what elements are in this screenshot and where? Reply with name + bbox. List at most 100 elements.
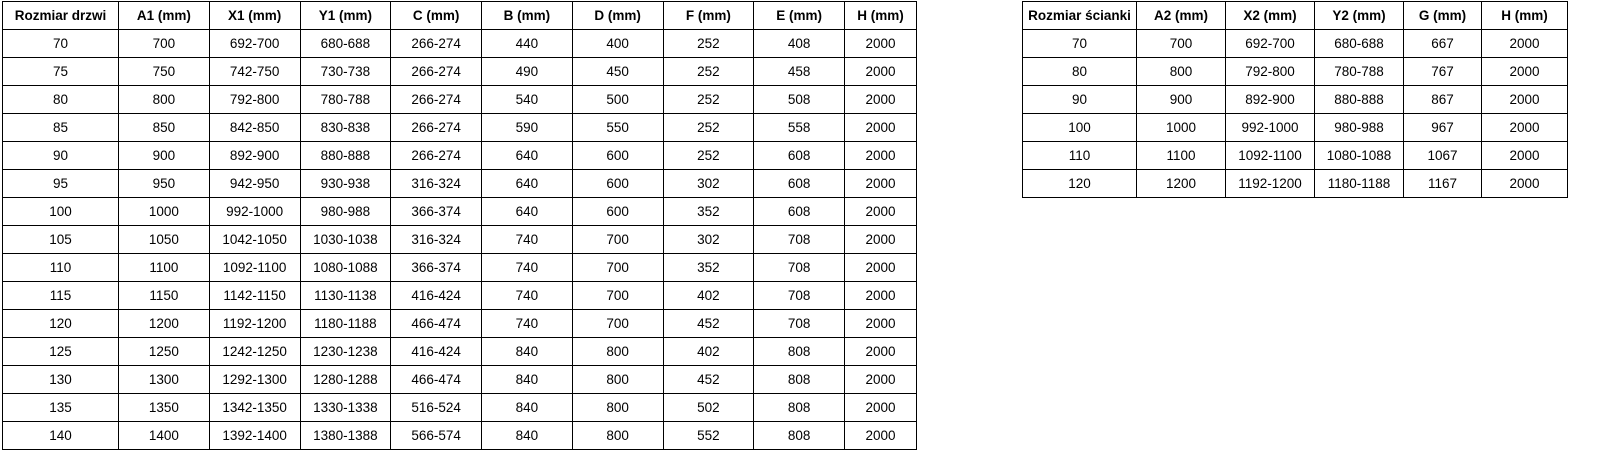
table-row: 90 900 892-900 880-888 266-274 640 600 252 608 20… xyxy=(2,141,917,170)
table-cell: 452 xyxy=(662,309,755,338)
table-cell: 440 xyxy=(481,29,573,58)
table-cell: 1292-1300 xyxy=(208,365,301,394)
table-cell: 1100 xyxy=(118,253,210,282)
table-cell: 1192-1200 xyxy=(1225,169,1315,198)
table-cell: 1000 xyxy=(1136,113,1226,142)
table-cell: 2000 xyxy=(1481,57,1568,86)
table-cell: 1080-1088 xyxy=(1314,141,1404,170)
table-cell: 700 xyxy=(571,253,664,282)
table-cell: 1342-1350 xyxy=(208,393,301,422)
table-cell: 640 xyxy=(481,141,573,170)
table-cell: 100 xyxy=(2,197,119,226)
table-cell: 740 xyxy=(481,225,573,254)
table-cell: 600 xyxy=(571,169,664,198)
table-cell: 600 xyxy=(571,197,664,226)
table-cell: 700 xyxy=(118,29,210,58)
table-cell: 452 xyxy=(662,365,755,394)
table-cell: 2000 xyxy=(844,309,917,338)
table-row: 130 1300 1292-1300 1280-1288 466-474 840 800 45… xyxy=(2,365,917,394)
table-row: 70 700 692-700 680-688 266-274 440 400 252 408 20… xyxy=(2,29,917,58)
table-cell: 2000 xyxy=(844,141,917,170)
table-cell: 600 xyxy=(571,141,664,170)
column-header: A1 (mm) xyxy=(118,1,210,30)
table-cell: 930-938 xyxy=(299,169,392,198)
table-cell: 366-374 xyxy=(390,253,482,282)
table-cell: 2000 xyxy=(844,421,917,450)
table-cell: 708 xyxy=(753,281,845,310)
table-cell: 800 xyxy=(571,337,664,366)
table-cell: 2000 xyxy=(844,113,917,142)
column-header: A2 (mm) xyxy=(1136,1,1226,30)
table-cell: 2000 xyxy=(1481,85,1568,114)
table-cell: 75 xyxy=(2,57,119,86)
column-header: B (mm) xyxy=(481,1,573,30)
column-header: X2 (mm) xyxy=(1225,1,1315,30)
table-cell: 742-750 xyxy=(208,57,301,86)
table-cell: 800 xyxy=(1136,57,1226,86)
table-cell: 892-900 xyxy=(1225,85,1315,114)
table-cell: 1280-1288 xyxy=(299,365,392,394)
table-cell: 416-424 xyxy=(390,281,482,310)
table-cell: 450 xyxy=(571,57,664,86)
header-row: Rozmiar ścianki A2 (mm) X2 (mm) Y2 (mm) G (m… xyxy=(1022,1,1568,30)
table-cell: 252 xyxy=(662,57,755,86)
table-cell: 2000 xyxy=(844,365,917,394)
table-row: 115 1150 1142-1150 1130-1138 416-424 740 700 40… xyxy=(2,281,917,310)
table-cell: 800 xyxy=(118,85,210,114)
table-cell: 640 xyxy=(481,197,573,226)
table-cell: 2000 xyxy=(1481,29,1568,58)
table-cell: 808 xyxy=(753,421,845,450)
table-cell: 892-900 xyxy=(208,141,301,170)
table-cell: 252 xyxy=(662,85,755,114)
table-cell: 808 xyxy=(753,393,845,422)
column-header: F (mm) xyxy=(662,1,755,30)
table-cell: 540 xyxy=(481,85,573,114)
column-header: Rozmiar drzwi xyxy=(2,1,119,30)
table-row: 100 1000 992-1000 980-988 366-374 640 600 352 60… xyxy=(2,197,917,226)
table-cell: 1130-1138 xyxy=(299,281,392,310)
column-header: Y1 (mm) xyxy=(299,1,392,30)
table-cell: 466-474 xyxy=(390,365,482,394)
table-cell: 700 xyxy=(571,281,664,310)
table-cell: 2000 xyxy=(844,225,917,254)
table-cell: 1330-1338 xyxy=(299,393,392,422)
table-row: 90 900 892-900 880-888 867 2000 xyxy=(1022,85,1568,114)
table-cell: 830-838 xyxy=(299,113,392,142)
table-cell: 590 xyxy=(481,113,573,142)
table-cell: 792-800 xyxy=(208,85,301,114)
table-cell: 2000 xyxy=(1481,113,1568,142)
table-cell: 740 xyxy=(481,281,573,310)
table-cell: 1180-1188 xyxy=(1314,169,1404,198)
table-cell: 352 xyxy=(662,197,755,226)
table-cell: 842-850 xyxy=(208,113,301,142)
table-cell: 867 xyxy=(1403,85,1482,114)
table-cell: 266-274 xyxy=(390,85,482,114)
column-header: G (mm) xyxy=(1403,1,1482,30)
table-cell: 2000 xyxy=(844,281,917,310)
table-cell: 840 xyxy=(481,393,573,422)
table-cell: 302 xyxy=(662,169,755,198)
table-cell: 1380-1388 xyxy=(299,421,392,450)
table-cell: 808 xyxy=(753,337,845,366)
table-cell: 1200 xyxy=(1136,169,1226,198)
column-header: Y2 (mm) xyxy=(1314,1,1404,30)
wall-panel-sizes-table: Rozmiar ścianki A2 (mm) X2 (mm) Y2 (mm) G (m… xyxy=(1022,1,1568,198)
column-header: E (mm) xyxy=(753,1,845,30)
table-cell: 1042-1050 xyxy=(208,225,301,254)
table-cell: 640 xyxy=(481,169,573,198)
table-cell: 90 xyxy=(1022,85,1137,114)
table-cell: 792-800 xyxy=(1225,57,1315,86)
table-cell: 1000 xyxy=(118,197,210,226)
table-cell: 552 xyxy=(662,421,755,450)
table-row: 75 750 742-750 730-738 266-274 490 450 252 458 20… xyxy=(2,57,917,86)
table-cell: 2000 xyxy=(844,197,917,226)
table-cell: 266-274 xyxy=(390,57,482,86)
table-cell: 1392-1400 xyxy=(208,421,301,450)
table-cell: 110 xyxy=(1022,141,1137,170)
table-cell: 1030-1038 xyxy=(299,225,392,254)
table-row: 85 850 842-850 830-838 266-274 590 550 252 558 20… xyxy=(2,113,917,142)
table-cell: 130 xyxy=(2,365,119,394)
table-row: 80 800 792-800 780-788 266-274 540 500 252 508 20… xyxy=(2,85,917,114)
table-cell: 950 xyxy=(118,169,210,198)
table-cell: 252 xyxy=(662,29,755,58)
